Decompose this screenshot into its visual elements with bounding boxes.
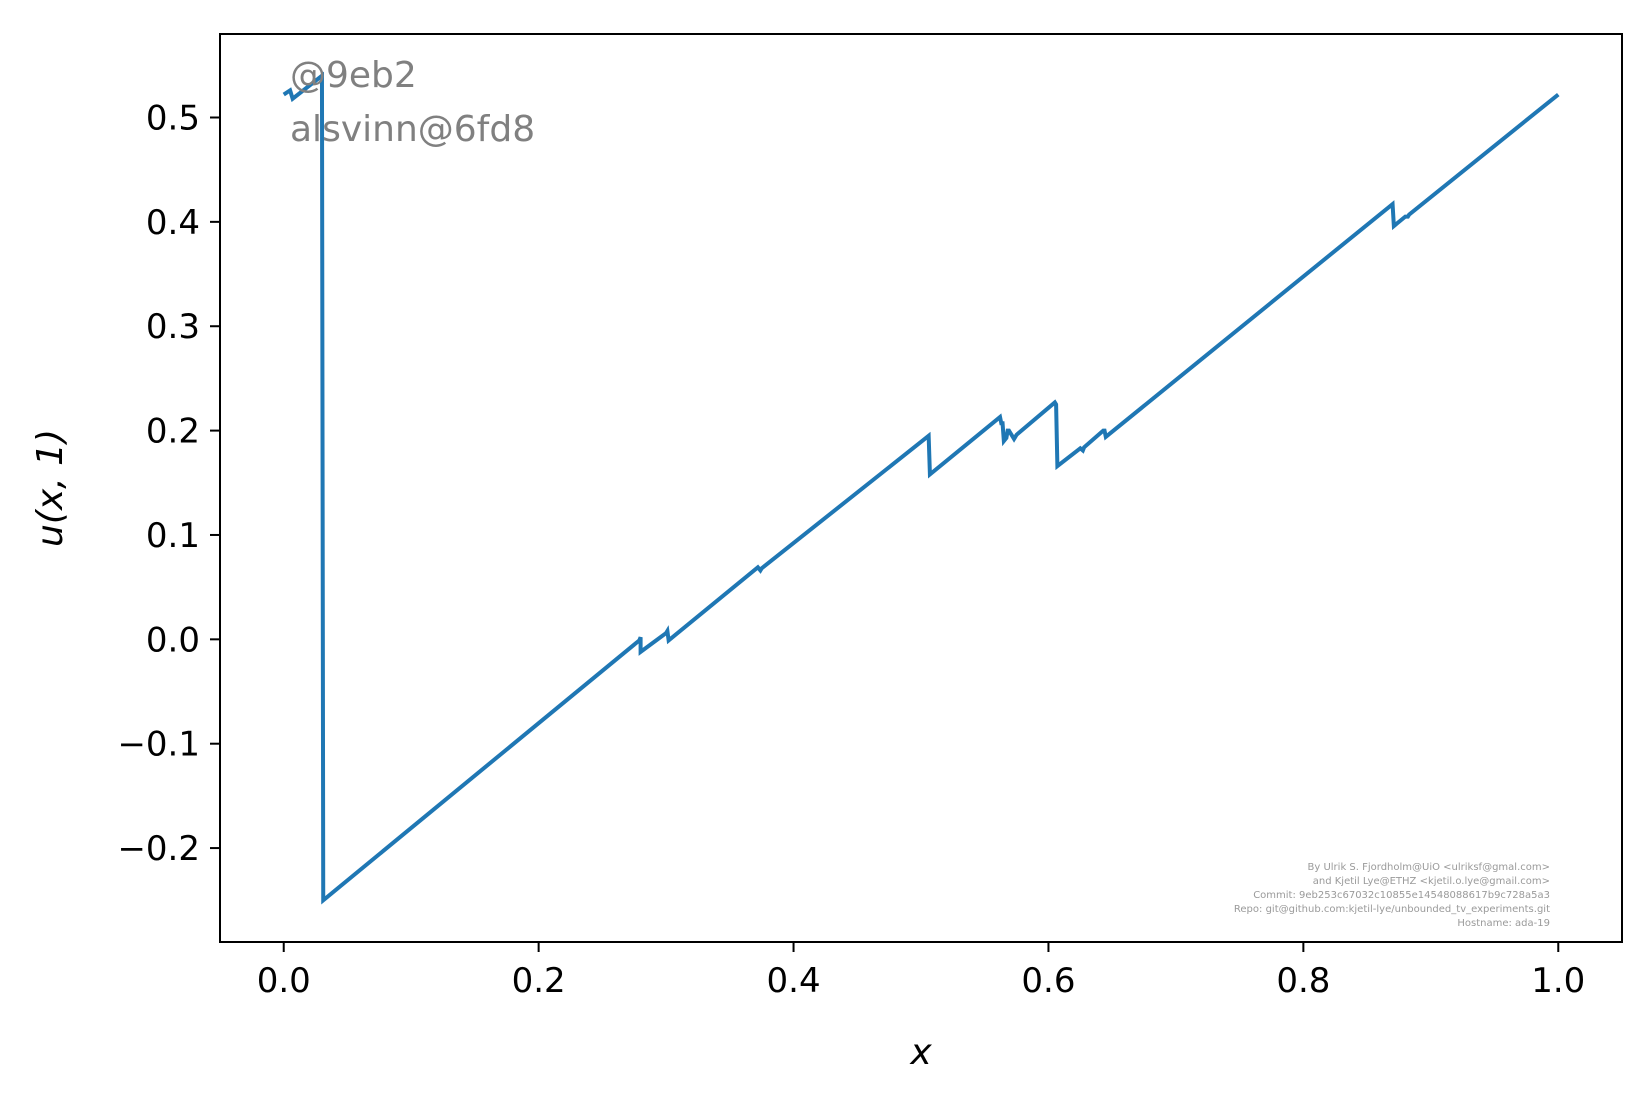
y-tick-label: 0.1 [146,516,200,556]
credits-line: By Ulrik S. Fjordholm@UiO <ulriksf@gmal.… [1308,862,1551,873]
y-tick-label: 0.0 [146,620,200,660]
credits-line: Commit: 9eb253c67032c10855e14548088617b9… [1253,890,1550,901]
x-tick-label: 0.0 [257,961,311,1001]
credits-line: Hostname: ada-19 [1457,918,1550,929]
x-axis-label: x [909,1032,932,1073]
x-tick-label: 0.6 [1021,961,1075,1001]
x-tick-label: 0.4 [767,961,821,1001]
y-tick-label: 0.5 [146,98,200,138]
credits-block: By Ulrik S. Fjordholm@UiO <ulriksf@gmal.… [1234,862,1550,929]
credits-line: Repo: git@github.com:kjetil-lye/unbounde… [1234,904,1550,915]
x-tick-label: 0.2 [512,961,566,1001]
x-tick-label: 1.0 [1531,961,1585,1001]
y-tick-label: −0.2 [117,829,200,869]
x-axis-ticks: 0.0 0.2 0.4 0.6 0.8 1.0 [257,942,1585,1001]
plot-area [220,34,1622,942]
y-axis-ticks: −0.2 −0.1 0.0 0.1 0.2 0.3 0.4 0.5 [117,98,220,869]
credits-line: and Kjetil Lye@ETHZ <kjetil.o.lye@gmail.… [1313,876,1550,887]
y-tick-label: −0.1 [117,725,200,765]
y-axis-label: u(x, 1) [30,429,71,547]
y-tick-label: 0.3 [146,307,200,347]
plot-frame [219,33,1623,943]
watermark-line-2: alsvinn@6fd8 [290,109,535,150]
y-tick-label: 0.4 [146,203,200,243]
series-line [282,71,1560,905]
series-layer [282,71,1560,905]
watermark-line-1: @9eb2 [290,55,417,96]
y-tick-label: 0.2 [146,412,200,452]
x-tick-label: 0.8 [1276,961,1330,1001]
